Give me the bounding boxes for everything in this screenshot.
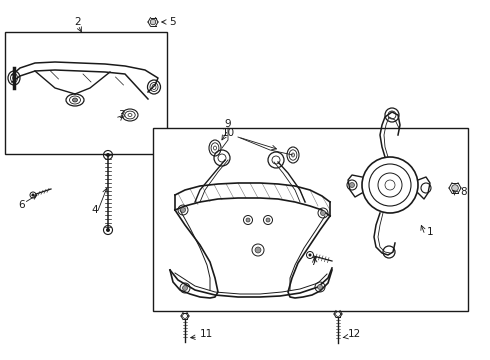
Text: 2: 2: [74, 17, 81, 27]
Circle shape: [320, 211, 325, 216]
Circle shape: [31, 194, 34, 197]
Circle shape: [266, 218, 270, 222]
Text: 8: 8: [460, 187, 466, 197]
Bar: [5, 32, 167, 154]
Text: 3: 3: [118, 110, 124, 120]
Text: 12: 12: [348, 329, 361, 339]
Circle shape: [255, 247, 261, 253]
Text: 9: 9: [225, 119, 231, 129]
Text: 7: 7: [310, 257, 317, 267]
Circle shape: [246, 218, 250, 222]
Circle shape: [318, 284, 322, 289]
Bar: [153, 128, 468, 311]
Circle shape: [309, 253, 312, 256]
Text: 6: 6: [19, 200, 25, 210]
Circle shape: [180, 207, 186, 212]
Text: 10: 10: [221, 128, 235, 138]
Text: 1: 1: [427, 227, 434, 237]
Text: 5: 5: [169, 17, 175, 27]
Ellipse shape: [73, 98, 77, 102]
Circle shape: [106, 153, 110, 157]
Text: 4: 4: [92, 205, 98, 215]
Circle shape: [182, 285, 188, 291]
Text: 11: 11: [200, 329, 213, 339]
Circle shape: [349, 183, 354, 188]
Circle shape: [452, 185, 458, 191]
Circle shape: [150, 19, 156, 25]
Circle shape: [106, 228, 110, 232]
